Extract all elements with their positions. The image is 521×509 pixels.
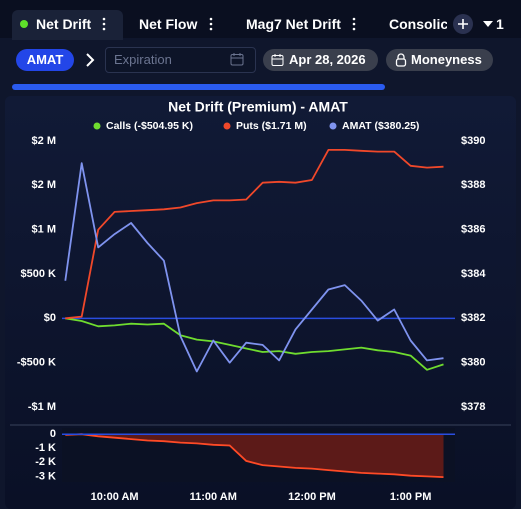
series-line (65, 317, 444, 371)
legend-label: Calls (-$504.95 K) (106, 120, 193, 132)
x-tick-label: 12:00 PM (288, 491, 336, 503)
calendar-icon (271, 54, 284, 66)
layout-count: 1 (496, 16, 504, 32)
chevron (86, 53, 95, 67)
area-line (65, 433, 444, 478)
y-tick-label: $1 M (32, 224, 56, 236)
tab[interactable]: Net Flow (139, 16, 198, 32)
chart-panel (5, 96, 516, 509)
area-fill (65, 434, 444, 478)
y2-tick-label: $390 (461, 135, 485, 147)
tab[interactable]: Mag7 Net Drift (246, 16, 341, 32)
y2-tick-label: $384 (461, 268, 486, 280)
y-tick-label: $500 K (21, 268, 57, 280)
tab-menu[interactable] (207, 16, 215, 32)
y-tick-label: $2 M (32, 179, 56, 191)
progress-bar (12, 84, 385, 90)
y2-tick-label: $386 (461, 224, 485, 236)
legend-swatch (329, 122, 337, 130)
x-tick-label: 1:00 PM (390, 491, 432, 503)
y-tick-label: $2 M (32, 135, 56, 147)
y-tick-label: 0 (50, 428, 56, 440)
legend-swatch (223, 122, 231, 130)
moneyness-button[interactable] (386, 49, 493, 71)
series-line (64, 162, 444, 373)
active-dot (20, 20, 28, 28)
y-tick-label: -1 K (35, 442, 56, 454)
y2-tick-label: $378 (461, 401, 485, 413)
expiration-placeholder: Expiration (114, 52, 172, 67)
x-tick-label: 11:00 AM (190, 491, 237, 503)
series-line (65, 149, 444, 320)
date-label: Apr 28, 2026 (289, 52, 366, 67)
y-tick-label: -$500 K (17, 357, 56, 369)
y-tick-label: -$1 M (28, 401, 56, 413)
tab-menu[interactable] (350, 16, 358, 32)
x-tick-label: 10:00 AM (91, 491, 139, 503)
legend-label: Puts ($1.71 M) (236, 120, 307, 132)
tab[interactable]: Consolic (389, 16, 447, 32)
y2-tick-label: $388 (461, 179, 485, 191)
y2-tick-label: $380 (461, 357, 485, 369)
y-tick-label: -2 K (35, 456, 56, 468)
legend-label: AMAT ($380.25) (342, 120, 419, 132)
moneyness-icon (395, 53, 407, 67)
y-tick-label: $0 (44, 312, 56, 324)
date-button[interactable] (263, 49, 378, 71)
chart-title: Net Drift (Premium) - AMAT (168, 99, 348, 115)
moneyness-label: Moneyness (411, 52, 482, 67)
add-tab[interactable] (452, 13, 474, 35)
calendar-icon (230, 53, 244, 66)
symbol-button[interactable]: AMAT (16, 49, 74, 71)
legend-swatch (93, 122, 101, 130)
y2-tick-label: $382 (461, 312, 485, 324)
tab[interactable]: Net Drift (36, 16, 92, 32)
y-tick-label: -3 K (35, 470, 56, 482)
tabs-dropdown[interactable] (482, 19, 494, 29)
tab-menu[interactable] (100, 16, 108, 32)
